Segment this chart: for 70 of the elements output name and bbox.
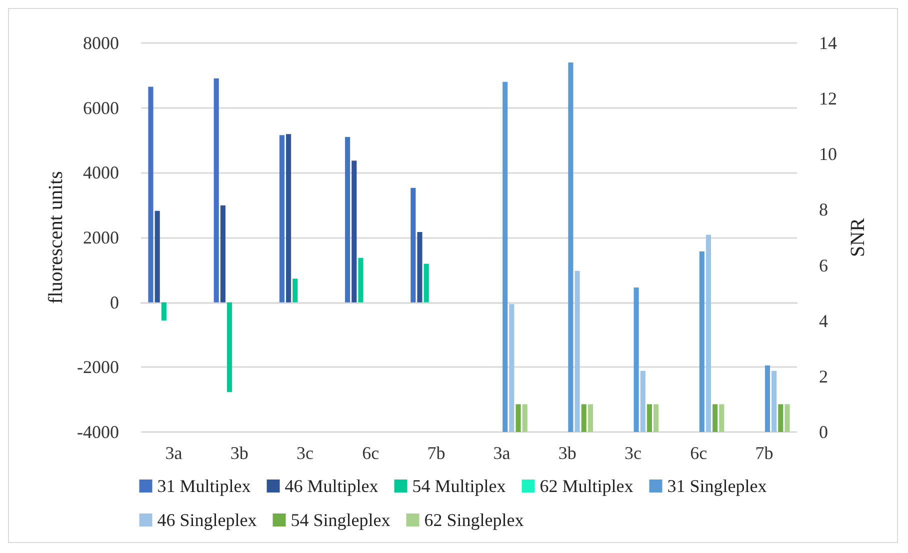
bar [509, 304, 514, 432]
x-tick-label: 7b [427, 443, 446, 463]
bar [699, 251, 704, 432]
bar [706, 234, 712, 432]
bar [226, 302, 232, 392]
y-tick-label: -4000 [77, 422, 119, 442]
y2-tick-label: 8 [819, 200, 828, 220]
bar [352, 160, 357, 302]
legend-label: 54 Multiplex [412, 476, 506, 496]
y-tick-label: 0 [110, 292, 119, 312]
y2-tick-label: 10 [819, 144, 837, 164]
x-tick-label: 3b [558, 443, 576, 463]
bar [654, 404, 659, 432]
legend-label: 31 Singleplex [667, 476, 767, 496]
y-tick-label: 2000 [83, 228, 119, 248]
bar [214, 78, 219, 302]
bar [148, 86, 154, 302]
bar [286, 134, 292, 302]
bar [764, 365, 770, 432]
bar [778, 404, 784, 432]
x-tick-label: 3c [296, 443, 314, 463]
bar [646, 404, 652, 432]
bar [410, 188, 416, 302]
bar [634, 288, 639, 432]
bar [417, 232, 422, 302]
x-tick-label: 3a [493, 443, 510, 463]
y2-tick-label: 12 [819, 88, 837, 109]
bar [568, 62, 574, 432]
bar [784, 404, 790, 432]
bar [574, 270, 580, 432]
y2-tick-label: 0 [819, 422, 828, 442]
bar [279, 135, 284, 302]
x-tick-label: 7b [755, 443, 774, 463]
y2-axis-title: SNR [846, 217, 869, 257]
legend-label: 46 Multiplex [284, 476, 378, 496]
legend-label: 46 Singleplex [157, 510, 257, 530]
bar [154, 210, 160, 302]
y2-tick-label: 6 [819, 255, 828, 276]
bar [358, 258, 364, 302]
y-tick-label: 6000 [83, 98, 119, 118]
y-tick-label: 4000 [83, 162, 119, 183]
y-tick-label: 8000 [83, 33, 119, 53]
legend-label: 54 Singleplex [290, 510, 390, 530]
bar [345, 137, 350, 302]
x-tick-label: 6c [690, 443, 708, 463]
bar [719, 404, 724, 432]
legend-label: 62 Singleplex [424, 510, 524, 530]
y2-tick-label: 2 [819, 366, 828, 386]
bar [502, 82, 508, 432]
y2-tick-label: 14 [819, 33, 837, 53]
bar [581, 404, 586, 432]
x-tick-label: 3b [230, 443, 248, 463]
bar [220, 205, 226, 302]
x-tick-label: 6c [362, 443, 380, 463]
legend-label: 31 Multiplex [157, 476, 251, 496]
bar [424, 264, 429, 302]
bar [516, 404, 521, 432]
bar [712, 404, 718, 432]
bar [161, 302, 166, 320]
bar [772, 370, 777, 432]
bar [640, 370, 646, 432]
x-tick-label: 3a [165, 443, 182, 463]
bar [588, 404, 593, 432]
y-axis-title: fluorescent units [45, 170, 68, 304]
bar [522, 404, 528, 432]
legend-label: 62 Multiplex [540, 476, 634, 496]
y2-tick-label: 4 [819, 310, 828, 331]
x-tick-label: 3c [624, 443, 642, 463]
bar [292, 278, 298, 302]
y-tick-label: -2000 [77, 357, 119, 378]
